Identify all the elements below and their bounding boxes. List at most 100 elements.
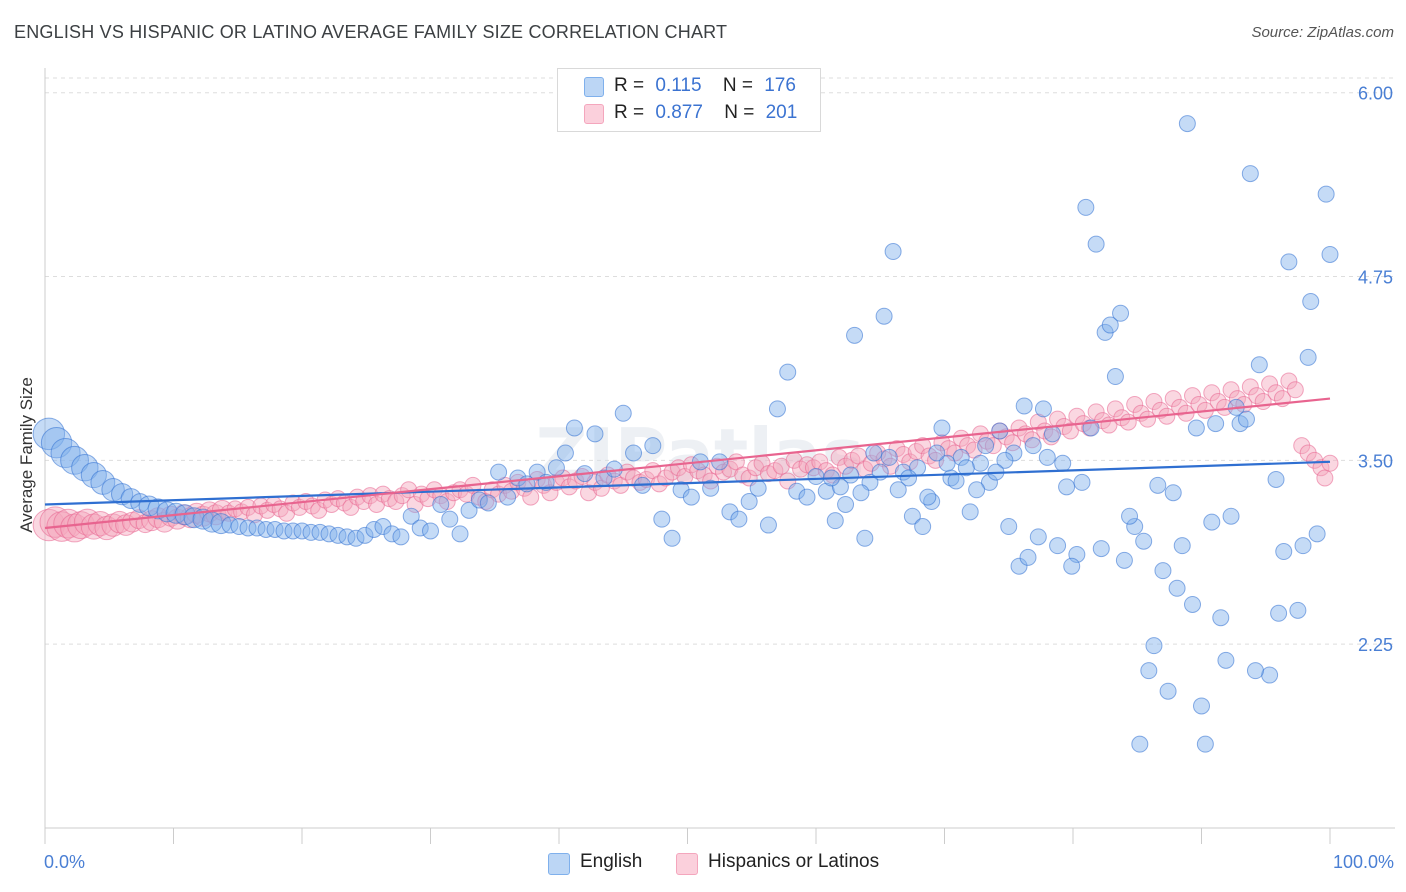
english-point	[1115, 551, 1133, 569]
english-point	[914, 518, 932, 536]
english-point	[1261, 666, 1279, 684]
english-point	[1019, 548, 1037, 566]
english-point	[1275, 543, 1293, 561]
english-point	[933, 419, 951, 437]
english-point	[239, 519, 257, 537]
y-tick-label: 3.50	[1358, 451, 1393, 471]
english-point	[1222, 507, 1240, 525]
hispanic-point	[1280, 372, 1298, 390]
english-point	[470, 491, 488, 509]
hispanic-point	[1321, 454, 1339, 472]
hispanic-point	[657, 469, 675, 487]
hispanic-point	[80, 513, 107, 540]
english-point	[702, 479, 720, 497]
hispanic-n-label: N =	[724, 102, 755, 123]
english-point	[968, 481, 986, 499]
english-point	[1237, 410, 1255, 428]
hispanic-point	[1228, 390, 1246, 408]
hispanic-point	[1241, 378, 1259, 396]
english-point	[221, 516, 239, 534]
hispanic-point	[708, 457, 726, 475]
english-point	[900, 469, 918, 487]
english-point	[1092, 540, 1110, 558]
hispanic-point	[862, 454, 880, 472]
english-point	[311, 523, 329, 541]
english-point	[441, 510, 459, 528]
english-trend-line	[44, 460, 1331, 506]
hispanic-point	[1042, 428, 1060, 446]
english-point	[1203, 513, 1221, 531]
english-point	[586, 425, 604, 443]
hispanic-point	[997, 428, 1015, 446]
english-point	[71, 453, 99, 482]
hispanic-r-value: 0.877	[655, 102, 703, 123]
english-point	[842, 466, 860, 484]
hispanic-point	[1267, 384, 1285, 402]
english-point	[653, 510, 671, 528]
english-point	[1212, 609, 1230, 627]
hispanic-point	[1248, 387, 1266, 405]
english-point	[1145, 637, 1163, 655]
english-point	[565, 419, 583, 437]
hispanic-point	[1164, 390, 1182, 408]
english-point	[230, 518, 248, 536]
hispanic-point	[1261, 375, 1279, 393]
english-point	[1131, 735, 1149, 753]
hispanic-point	[837, 457, 855, 475]
english-point	[1024, 437, 1042, 455]
english-point	[1250, 356, 1268, 374]
english-point	[1121, 507, 1139, 525]
english-point	[856, 529, 874, 547]
english-point	[1241, 165, 1259, 183]
bottom-hispanic-swatch	[676, 853, 698, 875]
hispanic-n-value: 201	[765, 102, 798, 123]
x-tick-label-max: 100.0%	[1332, 852, 1394, 872]
hispanic-point	[1286, 381, 1304, 399]
hispanic-r-label: R =	[614, 102, 645, 123]
english-point	[1049, 537, 1067, 555]
english-point	[1207, 415, 1225, 433]
english-point	[957, 459, 975, 477]
english-point	[257, 520, 275, 538]
english-point	[1140, 662, 1158, 680]
english-point	[374, 518, 392, 536]
english-point	[798, 488, 816, 506]
english-point	[411, 519, 429, 537]
english-point	[1246, 662, 1264, 680]
bottom-english-label: English	[580, 851, 643, 872]
english-point	[1010, 557, 1028, 575]
english-point	[1038, 448, 1056, 466]
english-point	[759, 516, 777, 534]
english-point	[392, 528, 410, 546]
english-point	[1267, 470, 1285, 488]
english-point	[889, 481, 907, 499]
english-point	[788, 482, 806, 500]
english-point	[147, 498, 169, 520]
english-point	[248, 519, 266, 537]
english-point	[730, 510, 748, 528]
english-point	[499, 488, 517, 506]
hispanic-point	[1316, 469, 1334, 487]
hispanic-point	[830, 448, 848, 466]
english-point	[1112, 304, 1130, 322]
english-point	[490, 463, 508, 481]
english-point	[1178, 115, 1196, 133]
chart-title: ENGLISH VS HISPANIC OR LATINO AVERAGE FA…	[14, 22, 728, 42]
english-point	[837, 495, 855, 513]
english-point	[996, 451, 1014, 469]
english-point	[826, 512, 844, 530]
english-point	[1005, 444, 1023, 462]
english-point	[1063, 557, 1081, 575]
hispanic-point	[702, 472, 720, 490]
english-point	[1000, 518, 1018, 536]
hispanic-point	[1023, 431, 1041, 449]
english-point	[928, 444, 946, 462]
hispanic-point	[1087, 403, 1105, 421]
english-point	[711, 453, 729, 471]
english-point	[1054, 454, 1072, 472]
hispanic-trend-line	[44, 397, 1331, 530]
english-point	[347, 529, 365, 547]
english-point	[1270, 604, 1288, 622]
english-point	[1184, 595, 1202, 613]
